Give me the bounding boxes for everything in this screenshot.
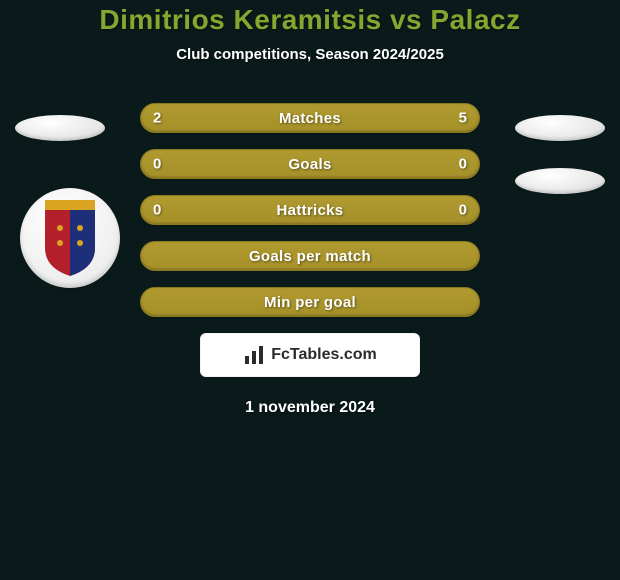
stat-row-min-per-goal: Min per goal — [140, 287, 480, 317]
footer-logo: FcTables.com — [200, 333, 420, 377]
stat-label: Matches — [279, 110, 341, 127]
stat-right-value: 5 — [459, 110, 467, 127]
stat-rows: 2 Matches 5 0 Goals 0 0 Hattricks 0 Goal… — [140, 103, 480, 317]
player-left-badge — [15, 115, 105, 141]
stat-right-value: 0 — [459, 156, 467, 173]
stat-left-value: 2 — [153, 110, 161, 127]
bar-chart-icon — [243, 344, 265, 366]
stat-label: Goals per match — [249, 248, 371, 265]
stat-row-goals-per-match: Goals per match — [140, 241, 480, 271]
stat-row-hattricks: 0 Hattricks 0 — [140, 195, 480, 225]
stat-left-value: 0 — [153, 156, 161, 173]
stat-row-matches: 2 Matches 5 — [140, 103, 480, 133]
body-area: 2 Matches 5 0 Goals 0 0 Hattricks 0 Goal… — [0, 103, 620, 417]
stat-left-value: 0 — [153, 202, 161, 219]
footer-logo-text: FcTables.com — [271, 346, 377, 364]
club-badge — [20, 188, 120, 288]
page-title: Dimitrios Keramitsis vs Palacz — [0, 4, 620, 36]
player-right-badge — [515, 115, 605, 141]
stat-label: Goals — [288, 156, 331, 173]
comparison-card: Dimitrios Keramitsis vs Palacz Club comp… — [0, 0, 620, 580]
club-crest-icon — [40, 198, 100, 278]
stat-label: Hattricks — [277, 202, 344, 219]
stat-row-goals: 0 Goals 0 — [140, 149, 480, 179]
stat-label: Min per goal — [264, 294, 356, 311]
date-line: 1 november 2024 — [0, 399, 620, 417]
stat-right-value: 0 — [459, 202, 467, 219]
subtitle: Club competitions, Season 2024/2025 — [0, 46, 620, 63]
player-right-badge-2 — [515, 168, 605, 194]
